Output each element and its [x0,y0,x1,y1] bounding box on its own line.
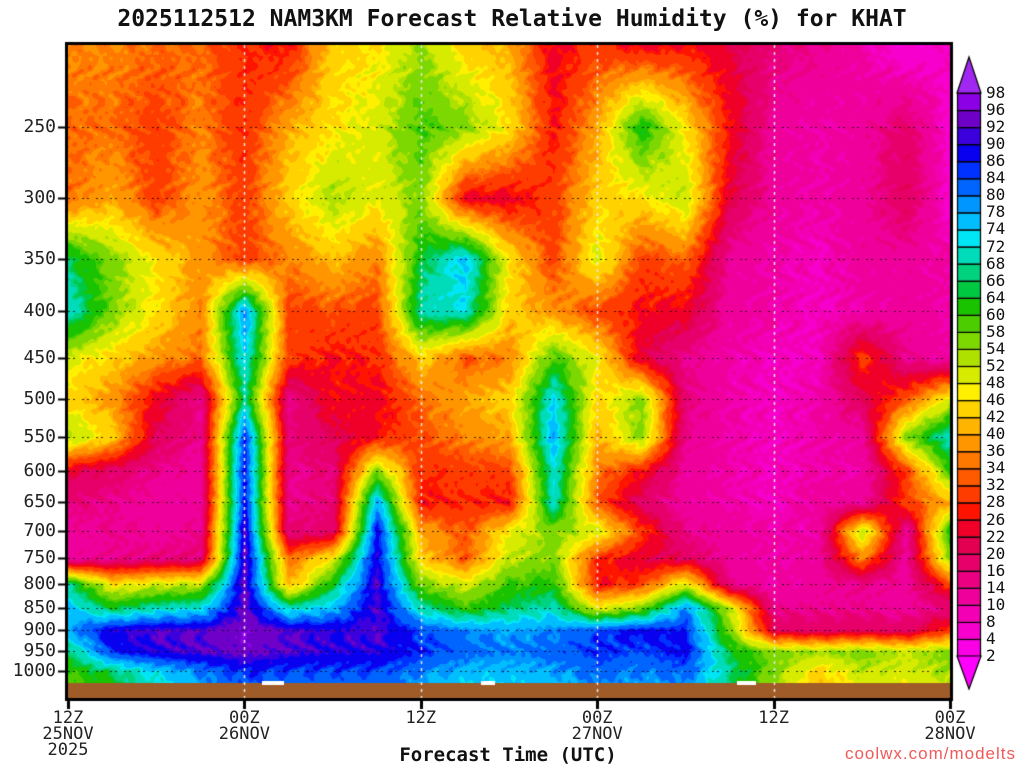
colorbar-tick-label: 42 [986,407,1006,427]
colorbar-tick-label: 16 [986,560,1006,580]
pressure-tick-label: 600 [23,459,56,481]
colorbar-tick-label: 90 [986,134,1006,154]
pressure-tick-label: 650 [23,491,56,513]
time-tick-label: 00Z 28NOV [924,708,976,744]
watermark: coolwx.com/modelts [844,744,1016,763]
pressure-tick-label: 350 [23,247,56,269]
colorbar-tick-label: 78 [986,202,1006,222]
colorbar-tick-label: 86 [986,151,1006,171]
pressure-tick-label: 900 [23,618,56,640]
colorbar-tick-label: 60 [986,304,1006,324]
time-tick-label: 12Z 25NOV 2025 [42,708,94,760]
colorbar-tick-label: 80 [986,185,1006,205]
colorbar-tick-label: 48 [986,373,1006,393]
colorbar-tick-label: 46 [986,390,1006,410]
colorbar-tick-label: 14 [986,577,1006,597]
colorbar-tick-label: 66 [986,270,1006,290]
colorbar-tick-label: 54 [986,338,1006,358]
colorbar-tick-label: 68 [986,253,1006,273]
pressure-tick-label: 1000 [12,660,56,682]
x-axis-title: Forecast Time (UTC) [399,744,617,766]
time-tick-label: 00Z 26NOV [218,708,270,744]
colorbar-tick-label: 2 [986,646,996,665]
pressure-tick-label: 800 [23,572,56,594]
colorbar-tick-label: 52 [986,355,1006,375]
pressure-tick-label: 500 [23,388,56,410]
colorbar-tick-label: 40 [986,424,1006,444]
pressure-tick-label: 950 [23,640,56,662]
colorbar-tick-label: 34 [986,458,1006,478]
colorbar-tick-label: 74 [986,219,1006,239]
colorbar-tick-label: 20 [986,543,1006,563]
colorbar-tick-label: 58 [986,321,1006,341]
colorbar-tick-label: 92 [986,117,1006,137]
colorbar-tick-label: 10 [986,594,1006,614]
time-tick-label: 12Z [758,708,789,728]
colorbar-tick-label: 96 [986,100,1006,120]
colorbar-tick-label: 26 [986,509,1006,529]
time-tick-label: 00Z 27NOV [571,708,623,744]
pressure-tick-label: 400 [23,300,56,322]
time-tick-label: 12Z [405,708,437,728]
colorbar-tick-label: 4 [986,628,996,648]
pressure-tick-label: 250 [23,115,56,137]
colorbar-tick-label: 28 [986,492,1006,512]
colorbar-tick-label: 32 [986,475,1006,495]
colorbar-tick-label: 72 [986,236,1006,256]
pressure-tick-label: 450 [23,346,56,368]
colorbar-tick-label: 98 [986,83,1006,102]
colorbar-tick-label: 64 [986,287,1006,307]
colorbar-tick-label: 36 [986,441,1006,461]
pressure-tick-label: 550 [23,425,56,447]
colorbar-tick-label: 8 [986,611,996,631]
colorbar-tick-label: 84 [986,168,1006,188]
colorbar-tick-label: 22 [986,526,1006,546]
pressure-tick-label: 850 [23,596,56,618]
pressure-tick-label: 300 [23,187,56,209]
pressure-tick-label: 750 [23,547,56,569]
pressure-tick-label: 700 [23,520,56,542]
